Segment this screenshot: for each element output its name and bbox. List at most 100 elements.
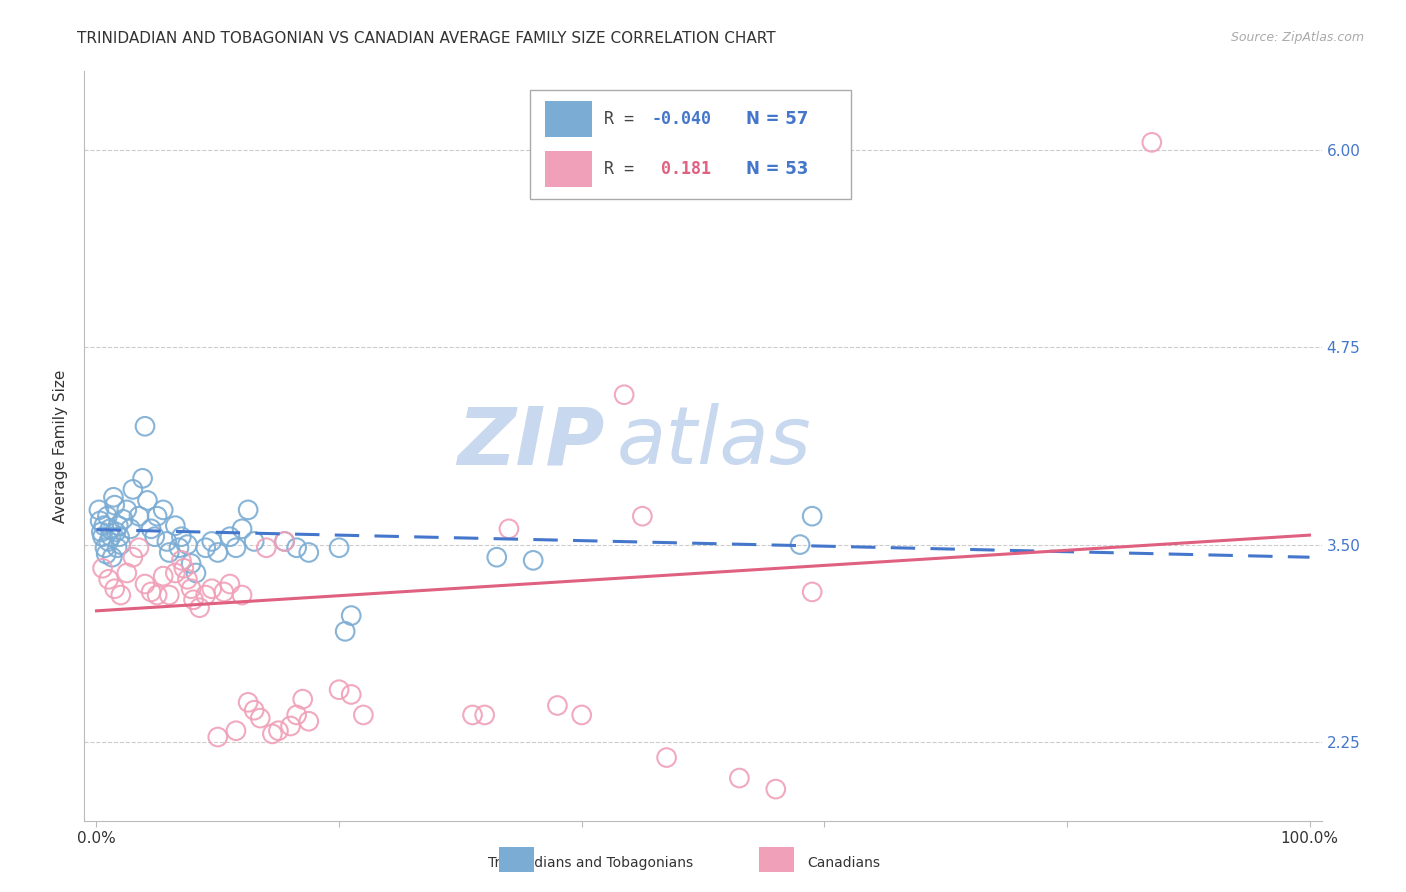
Point	[115, 566, 138, 580]
Point	[498, 522, 520, 536]
Point	[96, 547, 118, 561]
Point	[96, 509, 118, 524]
Point	[180, 557, 202, 571]
Point	[139, 522, 162, 536]
Point	[139, 585, 162, 599]
Point	[157, 545, 180, 559]
Point	[156, 534, 179, 549]
Point	[94, 541, 117, 555]
Point	[595, 156, 617, 170]
Point	[728, 771, 751, 785]
Point	[165, 518, 187, 533]
FancyBboxPatch shape	[544, 101, 592, 136]
FancyBboxPatch shape	[544, 151, 592, 186]
Point	[170, 530, 193, 544]
Point	[243, 703, 266, 717]
Point	[613, 388, 636, 402]
Text: N = 57: N = 57	[747, 110, 808, 128]
Text: Source: ZipAtlas.com: Source: ZipAtlas.com	[1230, 31, 1364, 45]
Text: TRINIDADIAN AND TOBAGONIAN VS CANADIAN AVERAGE FAMILY SIZE CORRELATION CHART: TRINIDADIAN AND TOBAGONIAN VS CANADIAN A…	[77, 31, 776, 46]
Point	[249, 711, 271, 725]
Point	[474, 708, 496, 723]
Point	[134, 577, 156, 591]
Point	[285, 541, 308, 555]
Point	[333, 624, 356, 639]
Point	[97, 572, 120, 586]
Point	[243, 534, 266, 549]
Point	[188, 600, 211, 615]
Point	[267, 723, 290, 738]
Point	[167, 541, 190, 555]
Point	[105, 541, 128, 555]
Point	[104, 582, 127, 596]
Point	[146, 588, 169, 602]
Point	[225, 723, 247, 738]
Point	[631, 509, 654, 524]
Point	[128, 509, 150, 524]
Text: R =: R =	[605, 160, 654, 178]
Point	[219, 577, 242, 591]
Text: 0.181: 0.181	[651, 160, 711, 178]
Point	[104, 498, 127, 512]
Point	[103, 490, 125, 504]
Point	[108, 530, 131, 544]
Point	[655, 750, 678, 764]
Point	[101, 550, 124, 565]
Point	[170, 553, 193, 567]
Point	[236, 503, 259, 517]
Point	[262, 727, 284, 741]
Point	[120, 522, 142, 536]
Point	[110, 588, 132, 602]
Point	[225, 541, 247, 555]
Point	[176, 538, 198, 552]
Point	[157, 588, 180, 602]
Point	[104, 524, 127, 539]
Point	[207, 545, 229, 559]
Point	[298, 545, 321, 559]
Point	[100, 530, 122, 544]
Point	[91, 561, 114, 575]
Point	[571, 708, 593, 723]
Point	[522, 553, 544, 567]
Point	[801, 585, 824, 599]
Point	[143, 530, 166, 544]
Text: R =: R =	[605, 110, 644, 128]
Text: Canadians: Canadians	[807, 855, 880, 870]
Point	[194, 541, 217, 555]
Text: atlas: atlas	[616, 403, 811, 482]
Point	[231, 588, 253, 602]
Point	[134, 419, 156, 434]
Text: N = 53: N = 53	[747, 160, 808, 178]
Point	[801, 509, 824, 524]
Point	[173, 561, 195, 575]
Point	[122, 550, 145, 565]
Point	[273, 534, 295, 549]
Point	[219, 530, 242, 544]
Point	[194, 588, 217, 602]
Point	[112, 512, 135, 526]
Point	[165, 566, 187, 580]
Point	[280, 719, 302, 733]
Point	[91, 530, 114, 544]
Text: Trinidadians and Tobagonians: Trinidadians and Tobagonians	[488, 855, 693, 870]
Text: ZIP: ZIP	[457, 403, 605, 482]
Point	[122, 483, 145, 497]
Text: -0.040: -0.040	[651, 110, 711, 128]
Point	[152, 569, 174, 583]
Point	[107, 518, 129, 533]
Point	[291, 692, 314, 706]
Point	[136, 493, 159, 508]
Point	[285, 708, 308, 723]
Point	[87, 503, 110, 517]
Point	[146, 509, 169, 524]
Point	[201, 582, 224, 596]
Point	[184, 566, 207, 580]
Point	[93, 518, 115, 533]
Point	[254, 541, 277, 555]
Point	[340, 608, 363, 623]
Point	[183, 592, 205, 607]
Y-axis label: Average Family Size: Average Family Size	[53, 369, 69, 523]
Point	[128, 541, 150, 555]
Point	[180, 582, 202, 596]
Point	[485, 550, 508, 565]
